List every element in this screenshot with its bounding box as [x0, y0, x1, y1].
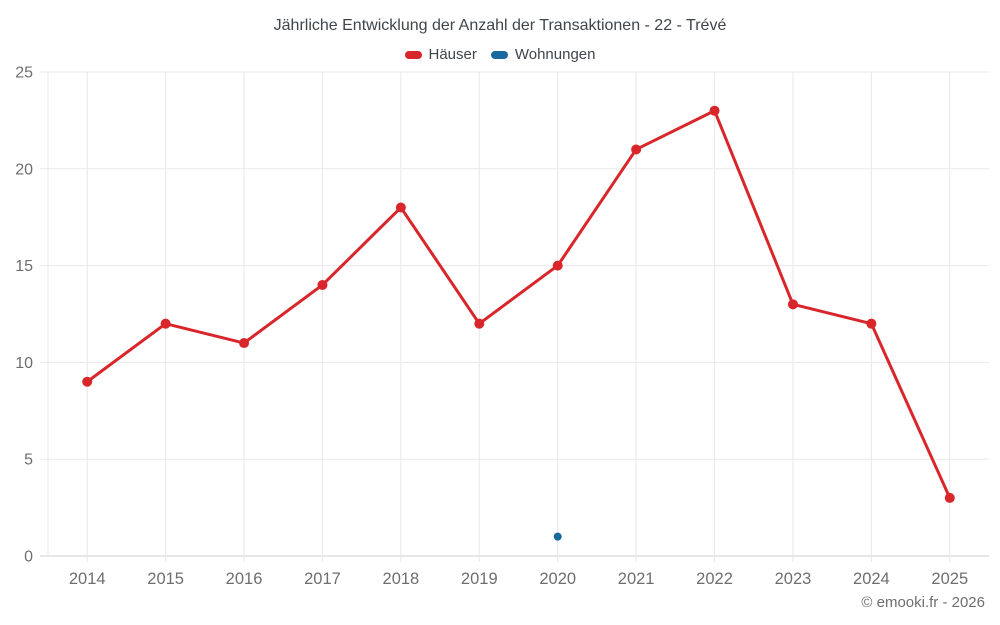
data-point [474, 318, 485, 329]
y-tick-label: 5 [24, 452, 33, 469]
x-tick-label: 2019 [461, 570, 498, 588]
data-point [239, 338, 250, 349]
data-point [82, 376, 93, 387]
copyright-text: © emooki.fr - 2026 [861, 594, 985, 611]
x-tick-label: 2018 [383, 570, 420, 588]
x-tick-label: 2016 [226, 570, 263, 588]
legend-label-wohnungen: Wohnungen [514, 46, 596, 63]
y-tick-label: 25 [15, 65, 33, 82]
data-point [317, 279, 328, 290]
x-tick-label: 2021 [618, 570, 655, 588]
x-tick-label: 2023 [775, 570, 812, 588]
y-tick-label: 0 [24, 549, 33, 566]
data-point [709, 105, 720, 116]
legend-label-haeuser: Häuser [428, 46, 477, 63]
x-tick-label: 2024 [853, 570, 890, 588]
y-tick-label: 15 [15, 258, 33, 275]
x-tick-label: 2015 [147, 570, 184, 588]
legend-item-wohnungen[interactable]: Wohnungen [490, 46, 596, 63]
data-point [160, 318, 171, 329]
legend: Häuser Wohnungen [0, 46, 1000, 63]
data-point [553, 532, 562, 541]
legend-item-haeuser[interactable]: Häuser [404, 46, 477, 63]
x-tick-label: 2022 [696, 570, 733, 588]
x-tick-label: 2017 [304, 570, 341, 588]
data-point [395, 202, 406, 213]
data-point [552, 260, 563, 271]
y-tick-label: 10 [15, 355, 33, 372]
legend-swatch-haeuser-icon [404, 50, 422, 59]
chart-title: Jährliche Entwicklung der Anzahl der Tra… [273, 17, 727, 34]
y-tick-label: 20 [15, 161, 33, 178]
x-tick-label: 2020 [539, 570, 576, 588]
x-tick-label: 2014 [69, 570, 106, 588]
x-tick-label: 2025 [931, 570, 968, 588]
series-line-0 [85, 109, 952, 500]
legend-swatch-wohnungen-icon [490, 50, 508, 59]
data-point [866, 318, 877, 329]
data-point [787, 299, 798, 310]
data-point [944, 492, 955, 503]
data-point [631, 144, 642, 155]
